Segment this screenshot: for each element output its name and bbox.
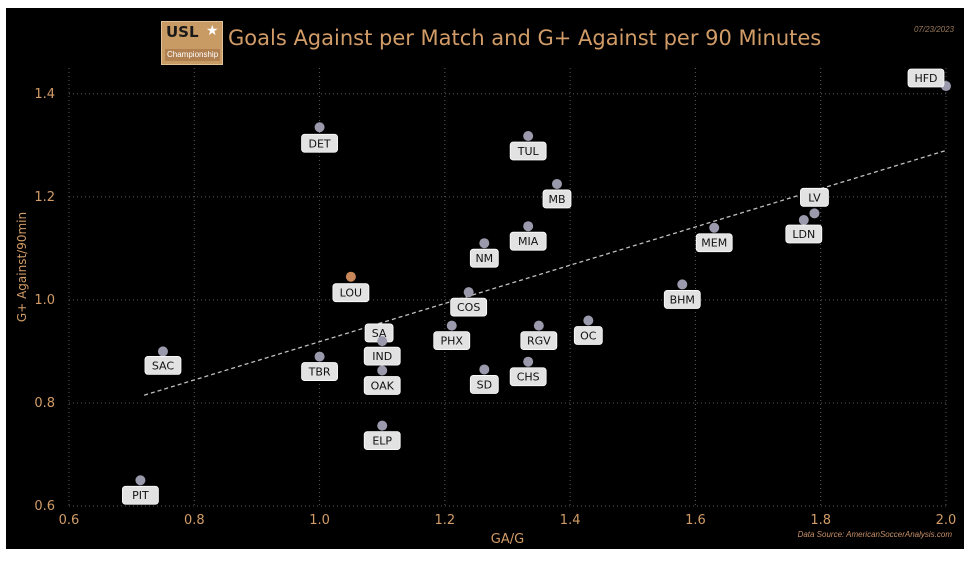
data-point	[157, 346, 168, 357]
data-point	[377, 365, 388, 376]
data-point	[677, 279, 688, 290]
point-label: MEM	[701, 237, 727, 250]
data-point	[345, 271, 356, 282]
data-point	[523, 356, 534, 367]
point-label: LV	[808, 191, 821, 204]
logo-text: USL	[166, 23, 199, 41]
data-point	[809, 208, 820, 219]
point-label: MB	[548, 193, 565, 206]
data-point	[377, 336, 388, 347]
data-point	[314, 122, 325, 133]
point-label: OAK	[371, 379, 395, 392]
point-label-box	[520, 331, 558, 351]
point-label: TBR	[308, 366, 331, 379]
point-label-box	[469, 248, 499, 268]
x-tick-label: 1.4	[560, 513, 581, 528]
point-label: MIA	[518, 235, 539, 248]
point-label: BHM	[670, 293, 695, 306]
data-point	[798, 215, 809, 226]
y-tick-label: 1.0	[34, 293, 55, 308]
data-point	[377, 420, 388, 431]
point-label: LDN	[792, 228, 815, 241]
point-label: CHS	[517, 371, 540, 384]
data-source: Data Source: AmericanSoccerAnalysis.com	[797, 530, 952, 539]
data-point	[709, 222, 720, 233]
data-point	[583, 315, 594, 326]
data-point	[135, 475, 146, 486]
y-tick-label: 0.8	[34, 396, 55, 411]
point-label: OC	[580, 329, 597, 342]
point-label: COS	[457, 301, 480, 314]
point-label-box	[363, 431, 401, 451]
chart-date: 07/23/2023	[913, 25, 954, 34]
point-label: SAC	[152, 359, 175, 372]
point-label-box	[573, 326, 603, 345]
usl-logo: USL ★ Championship	[161, 21, 223, 65]
x-axis-label: GA/G	[491, 532, 524, 547]
point-label-box	[509, 367, 547, 387]
point-label: HFD	[914, 72, 937, 85]
point-label-box	[542, 189, 572, 209]
point-label-box	[785, 224, 823, 244]
point-label-box	[363, 376, 401, 395]
data-point	[533, 320, 544, 331]
point-label: LOU	[340, 287, 362, 300]
point-label-box	[301, 133, 338, 153]
star-icon: ★	[206, 23, 219, 39]
point-label: DET	[309, 137, 331, 150]
x-tick-label: 1.8	[810, 513, 831, 528]
point-label-box	[122, 485, 159, 505]
point-label-box	[332, 283, 370, 303]
point-label-box	[433, 331, 471, 351]
point-label-box	[450, 297, 488, 317]
point-label: SD	[477, 378, 492, 391]
y-axis-label: G+ Against/90min	[15, 212, 29, 322]
x-tick-label: 0.8	[184, 513, 205, 528]
point-label: TUL	[517, 145, 540, 158]
y-tick-label: 1.4	[34, 87, 55, 102]
x-tick-label: 0.6	[59, 513, 80, 528]
x-tick-label: 1.6	[685, 513, 706, 528]
point-label: NM	[475, 252, 493, 265]
point-label-box	[144, 356, 182, 375]
data-point	[446, 320, 457, 331]
point-label: IND	[372, 350, 392, 363]
data-point	[551, 178, 562, 189]
data-point	[523, 221, 534, 232]
data-point	[479, 364, 490, 375]
chart-frame: USL ★ Championship Goals Against per Mat…	[6, 8, 964, 549]
point-label-box	[469, 375, 499, 394]
point-label-box	[509, 141, 547, 161]
data-point	[314, 351, 325, 362]
scatter-plot: 0.6 0.8 1.0 1.2 1.4 1.6 1.8 2.0 0.6 0.8 1.0 1.2 1.4 G…	[15, 68, 957, 547]
point-label: ELP	[372, 435, 392, 448]
chart-title: Goals Against per Match and G+ Against p…	[228, 26, 822, 50]
point-label: PHX	[441, 335, 464, 348]
x-tick-label: 2.0	[936, 513, 957, 528]
point-label-box	[363, 346, 401, 366]
point-label-box	[301, 362, 338, 381]
x-tick-label: 1.2	[435, 513, 456, 528]
point-label-box	[509, 231, 547, 251]
y-tick-label: 1.2	[34, 190, 55, 205]
point-label-box	[695, 233, 733, 253]
point-label-box	[663, 290, 701, 309]
y-tick-label: 0.6	[34, 499, 55, 514]
point-label: PIT	[132, 489, 149, 502]
point-label-box	[800, 187, 829, 207]
data-point	[479, 238, 490, 249]
data-point	[523, 131, 534, 142]
point-label: RGV	[527, 335, 551, 348]
point-label-box	[907, 68, 945, 88]
x-tick-label: 1.0	[309, 513, 330, 528]
logo-subtitle: Championship	[165, 49, 220, 61]
trend-line	[143, 149, 947, 396]
data-point	[463, 287, 474, 298]
